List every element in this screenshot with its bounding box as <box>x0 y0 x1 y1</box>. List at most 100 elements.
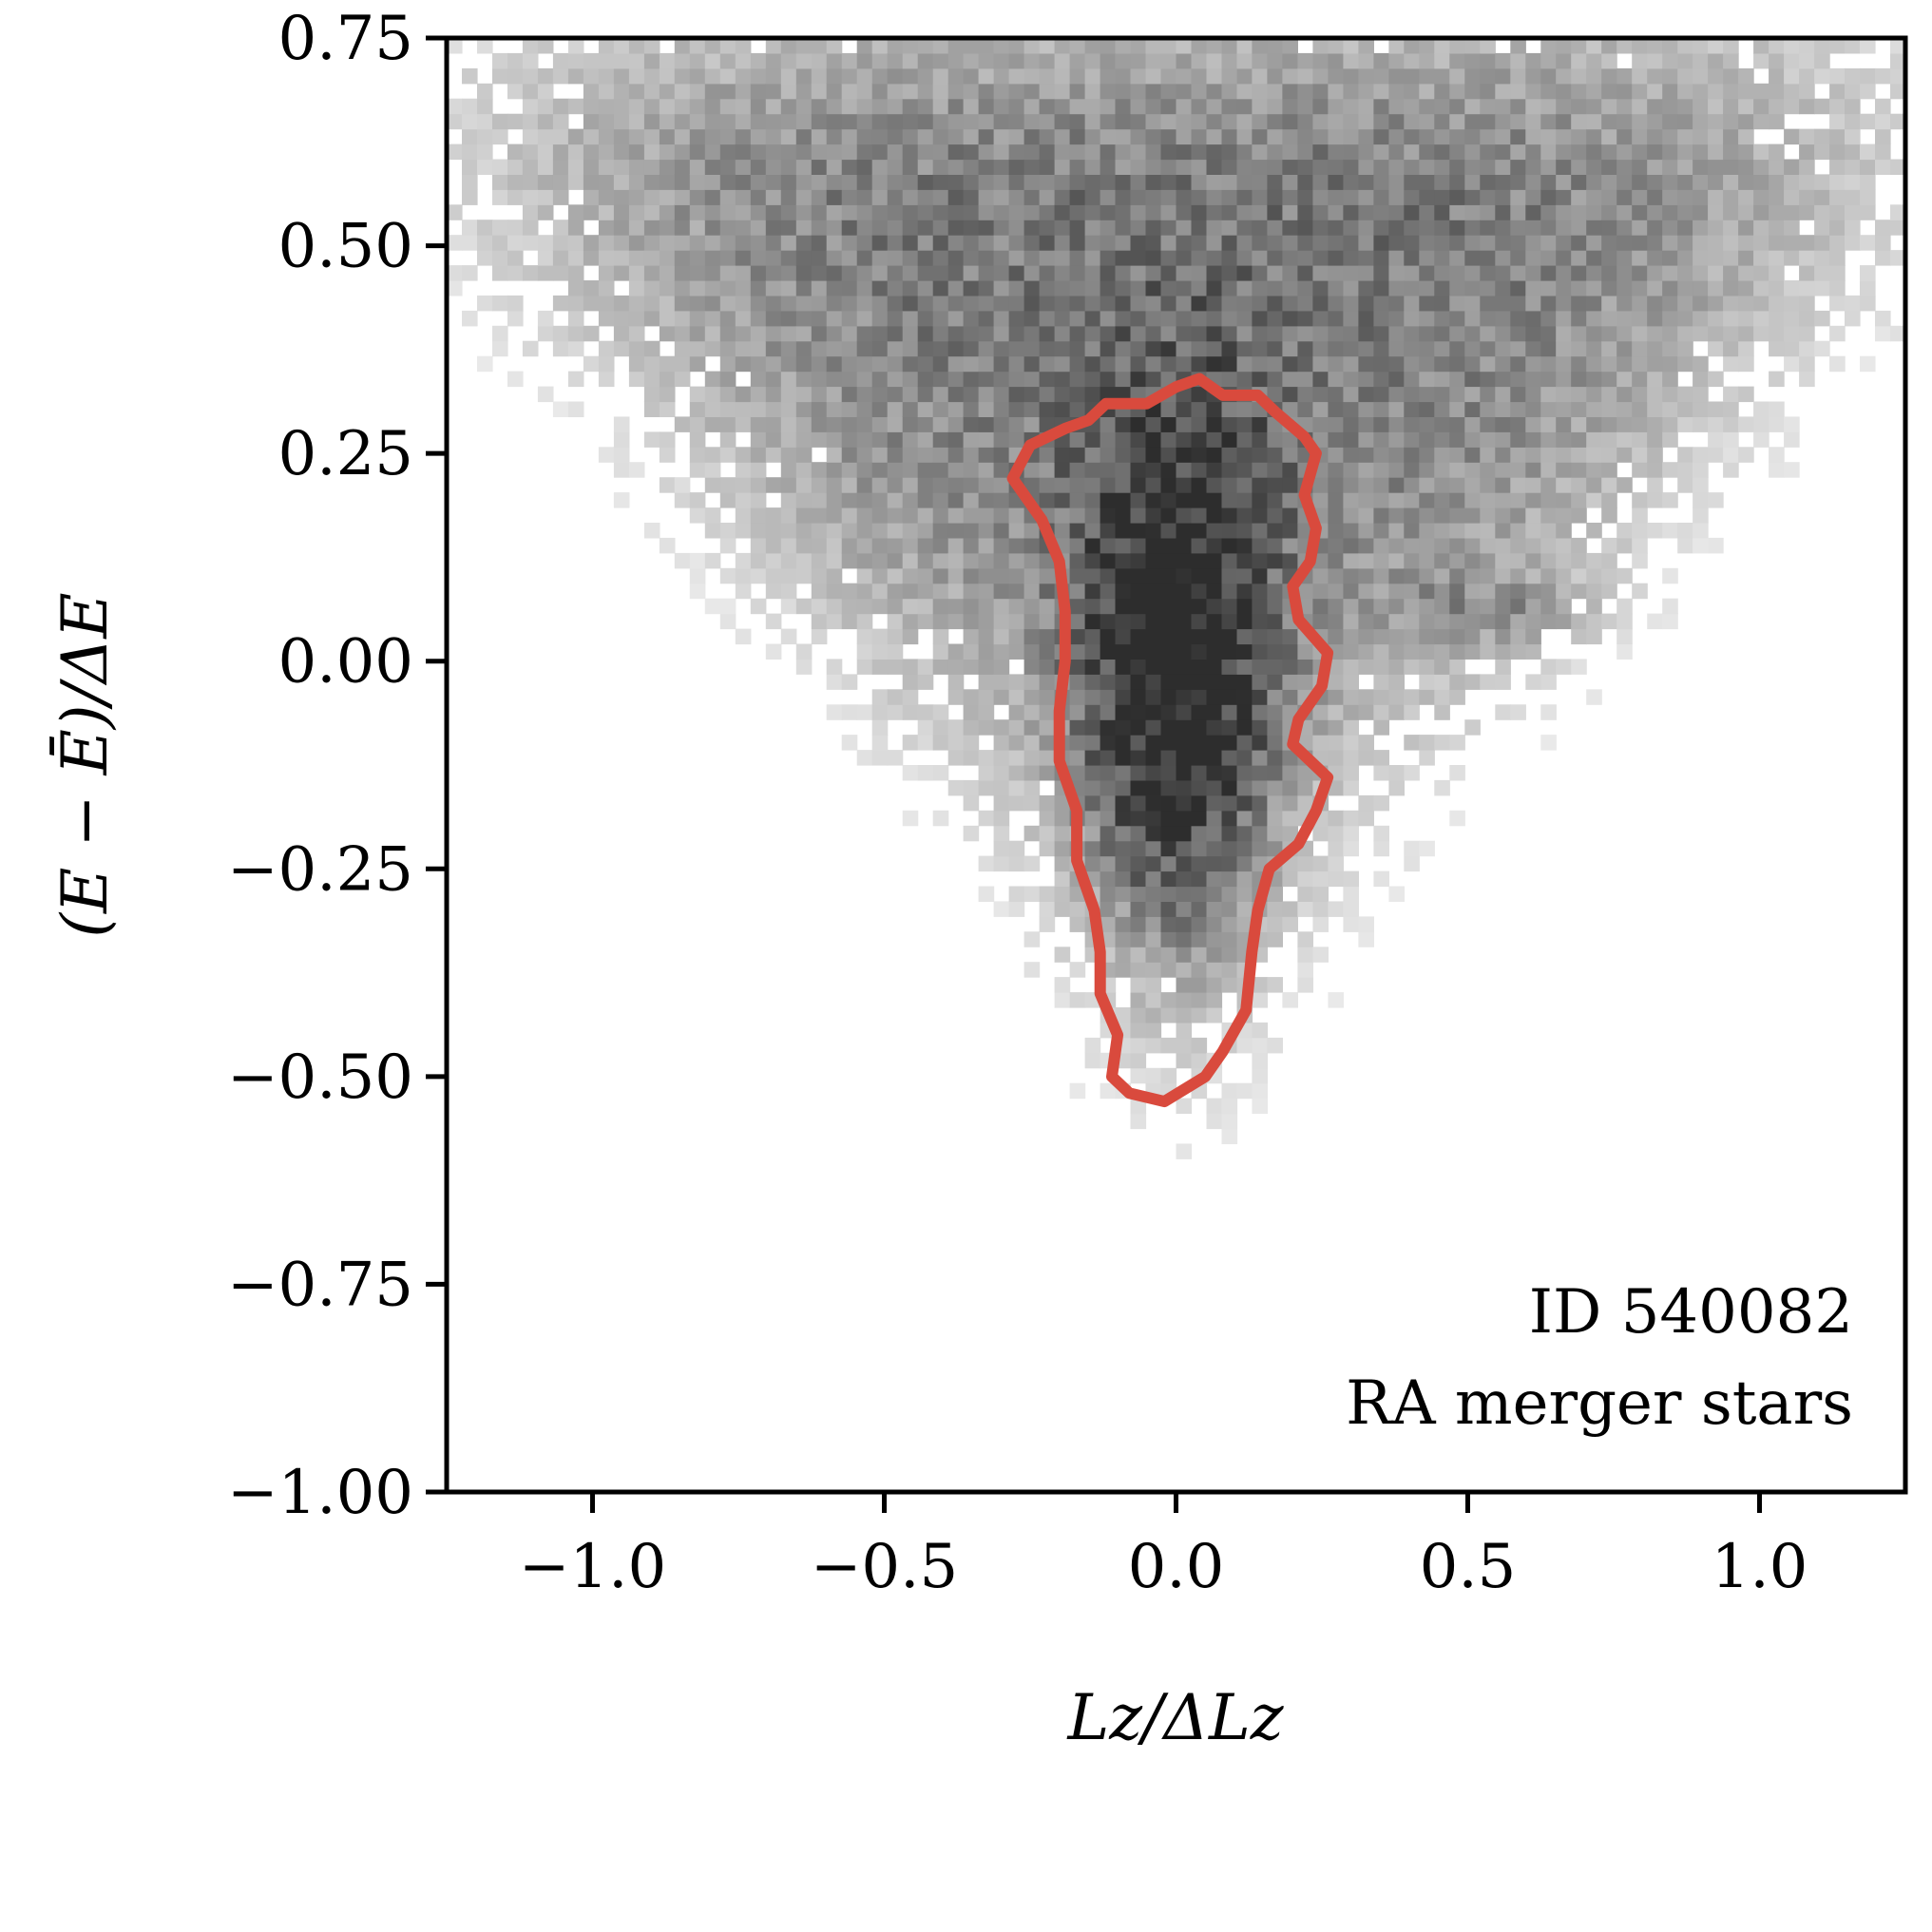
heatmap-cell <box>765 523 782 539</box>
heatmap-cell <box>1008 779 1025 796</box>
heatmap-cell <box>1769 280 1785 296</box>
heatmap-cell <box>841 447 858 463</box>
heatmap-cell <box>963 355 980 373</box>
heatmap-cell <box>1312 886 1329 902</box>
heatmap-cell <box>598 235 615 251</box>
heatmap-cell <box>1297 159 1313 175</box>
heatmap-cell <box>643 143 660 161</box>
heatmap-cell <box>1434 689 1450 705</box>
heatmap-cell <box>1023 674 1041 690</box>
heatmap-cell <box>1130 340 1147 357</box>
heatmap-cell <box>1388 325 1405 342</box>
heatmap-cell <box>477 128 493 145</box>
heatmap-cell <box>856 598 873 615</box>
heatmap-cell <box>841 280 858 296</box>
heatmap-cell <box>1115 613 1132 630</box>
heatmap-cell <box>856 220 873 236</box>
heatmap-cell <box>1100 901 1117 917</box>
heatmap-cell <box>1464 523 1481 539</box>
heatmap-cell <box>1708 447 1724 463</box>
heatmap-cell <box>826 552 843 569</box>
heatmap-cell <box>598 128 615 145</box>
heatmap-cell <box>993 643 1010 660</box>
heatmap-cell <box>1708 492 1724 508</box>
heatmap-cell <box>1191 901 1208 917</box>
heatmap-cell <box>1084 38 1101 54</box>
heatmap-cell <box>1723 220 1739 236</box>
heatmap-cell <box>1404 401 1420 417</box>
heatmap-cell <box>1480 310 1496 327</box>
heatmap-cell <box>947 143 965 161</box>
heatmap-cell <box>978 250 995 266</box>
heatmap-cell <box>1601 431 1617 448</box>
heatmap-cell <box>613 462 630 478</box>
heatmap-cell <box>1495 280 1511 296</box>
heatmap-cell <box>841 235 858 251</box>
heatmap-cell <box>1647 340 1663 357</box>
heatmap-cell <box>856 583 873 600</box>
heatmap-cell <box>643 523 660 539</box>
heatmap-cell <box>1176 537 1193 554</box>
heatmap-cell <box>871 492 889 508</box>
heatmap-cell <box>1404 765 1420 781</box>
heatmap-cell <box>1632 340 1648 357</box>
heatmap-cell <box>826 704 843 720</box>
heatmap-cell <box>1525 567 1541 584</box>
heatmap-cell <box>1145 310 1162 327</box>
heatmap-cell <box>1343 462 1359 478</box>
heatmap-cell <box>1540 674 1557 690</box>
heatmap-cell <box>1145 750 1162 766</box>
heatmap-cell <box>1373 825 1389 842</box>
heatmap-cell <box>567 38 584 54</box>
heatmap-cell <box>1145 674 1162 690</box>
heatmap-cell <box>1328 507 1344 524</box>
heatmap-cell <box>1525 628 1541 645</box>
heatmap-cell <box>902 583 919 600</box>
heatmap-cell <box>993 659 1010 675</box>
heatmap-cell <box>1495 598 1511 615</box>
heatmap-cell <box>1191 174 1208 190</box>
heatmap-cell <box>932 552 949 569</box>
heatmap-cell <box>598 280 615 296</box>
heatmap-cell <box>1312 719 1329 736</box>
heatmap-cell <box>1358 659 1374 675</box>
heatmap-cell <box>1616 98 1633 115</box>
heatmap-cell <box>932 371 949 388</box>
heatmap-cell <box>1054 855 1071 872</box>
heatmap-cell <box>598 143 615 161</box>
heatmap-cell <box>1632 355 1648 373</box>
heatmap-cell <box>993 583 1010 600</box>
heatmap-cell <box>1160 643 1177 660</box>
heatmap-cell <box>1206 765 1223 781</box>
heatmap-cell <box>1373 204 1389 220</box>
heatmap-cell <box>1160 447 1177 463</box>
heatmap-cell <box>1236 477 1253 493</box>
heatmap-cell <box>1358 52 1374 69</box>
heatmap-cell <box>1480 159 1496 175</box>
heatmap-cell <box>1221 794 1238 812</box>
heatmap-cell <box>1616 235 1633 251</box>
heatmap-cell <box>932 280 949 296</box>
heatmap-cell <box>613 250 630 266</box>
heatmap-cell <box>1176 220 1193 236</box>
heatmap-cell <box>1282 355 1298 373</box>
heatmap-cell <box>1525 325 1541 342</box>
heatmap-cell <box>1221 613 1238 630</box>
heatmap-cell <box>826 431 843 448</box>
heatmap-cell <box>1145 340 1162 357</box>
heatmap-cell <box>1449 628 1465 645</box>
heatmap-cell <box>1449 371 1465 388</box>
heatmap-cell <box>1282 643 1298 660</box>
heatmap-cell <box>1677 310 1693 327</box>
heatmap-cell <box>1753 325 1769 342</box>
heatmap-cell <box>1510 447 1526 463</box>
heatmap-cell <box>780 598 797 615</box>
heatmap-cell <box>1206 931 1223 947</box>
heatmap-cell <box>1464 83 1481 100</box>
heatmap-cell <box>1769 159 1785 175</box>
heatmap-cell <box>1206 779 1223 796</box>
heatmap-cell <box>1145 779 1162 796</box>
heatmap-cell <box>826 113 843 130</box>
heatmap-cell <box>1069 643 1086 660</box>
heatmap-cell <box>1419 310 1435 327</box>
